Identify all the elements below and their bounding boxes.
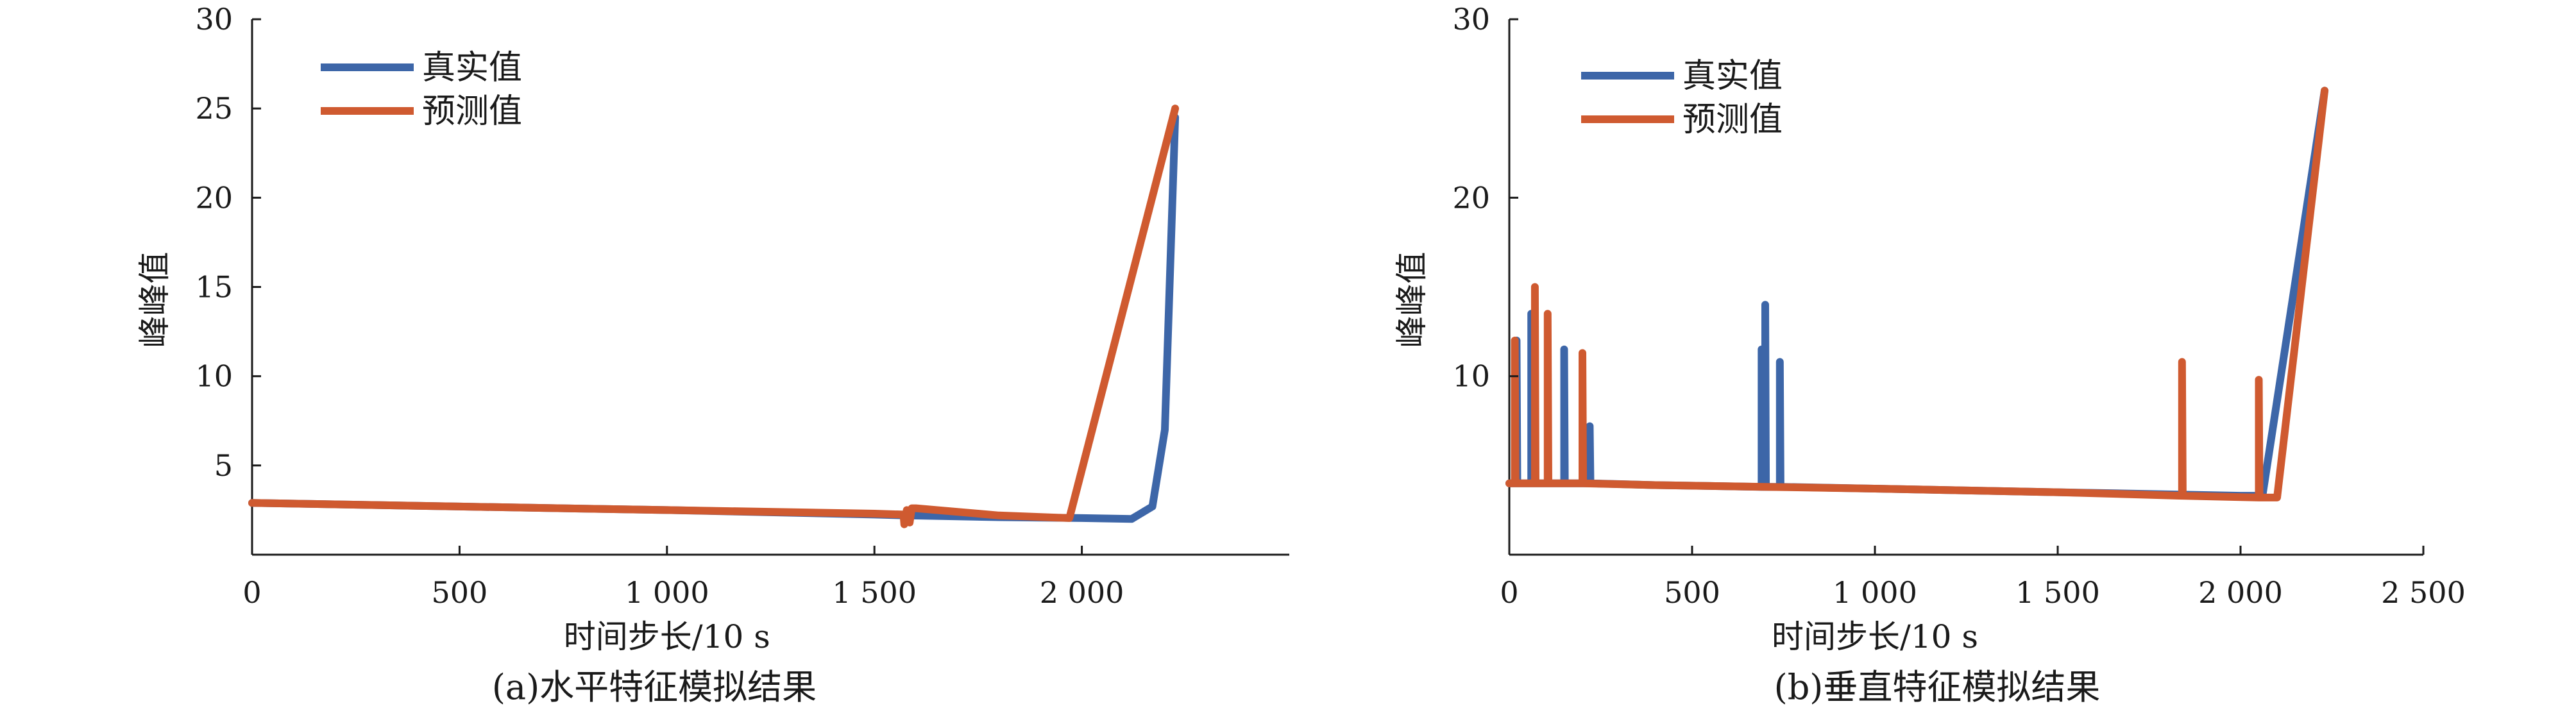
legend: 真实值 预测值 [321, 49, 522, 131]
series-line-true [1505, 87, 2329, 500]
y-tick-label: 30 [1452, 2, 1490, 37]
legend: 真实值 预测值 [1581, 57, 1783, 139]
x-tick-label: 1 500 [2015, 575, 2100, 610]
x-ticks: 0 500 1 000 1 500 2 000 2 500 [1500, 546, 2466, 610]
x-tick-label: 500 [431, 575, 487, 610]
x-tick-label: 2 000 [1040, 575, 1124, 610]
x-tick-label: 1 000 [1833, 575, 1917, 610]
y-tick-label: 20 [195, 180, 233, 215]
series-layer [248, 105, 1180, 528]
series-layer [1505, 87, 2329, 501]
x-axis-label: 时间步长/10 s [564, 618, 770, 655]
panel-caption: (b)垂直特征模拟结果 [1774, 667, 2101, 707]
y-tick-label: 10 [195, 359, 233, 394]
x-axis-label: 时间步长/10 s [1772, 618, 1978, 655]
series-line-pred [248, 105, 1180, 528]
x-tick-label: 2 000 [2198, 575, 2283, 610]
y-tick-label: 25 [195, 91, 233, 126]
y-tick-label: 5 [214, 448, 233, 483]
x-tick-label: 2 500 [2381, 575, 2466, 610]
y-tick-label: 20 [1452, 180, 1490, 215]
legend-label-pred: 预测值 [422, 92, 522, 131]
y-tick-label: 15 [195, 270, 233, 305]
y-ticks: 5 10 15 20 25 30 [195, 2, 261, 483]
x-tick-label: 500 [1664, 575, 1720, 610]
y-axis-label: 峰峰值 [1393, 252, 1430, 348]
y-tick-label: 10 [1452, 359, 1490, 394]
x-tick-label: 0 [1500, 575, 1518, 610]
x-tick-label: 0 [242, 575, 261, 610]
x-ticks: 0 500 1 000 1 500 2 000 [242, 546, 1124, 610]
x-tick-label: 1 000 [625, 575, 709, 610]
legend-label-true: 真实值 [422, 49, 522, 87]
y-tick-label: 30 [195, 2, 233, 37]
y-ticks: 10 20 30 [1452, 2, 1518, 394]
series-line-pred [1505, 87, 2329, 501]
series-line-true [248, 114, 1180, 523]
legend-label-pred: 预测值 [1682, 101, 1783, 139]
legend-label-true: 真实值 [1682, 57, 1783, 96]
x-tick-label: 1 500 [832, 575, 917, 610]
axes [1508, 19, 2423, 556]
axes [251, 19, 1289, 556]
y-axis-label: 峰峰值 [136, 252, 173, 348]
panel-caption: (a)水平特征模拟结果 [492, 667, 817, 707]
